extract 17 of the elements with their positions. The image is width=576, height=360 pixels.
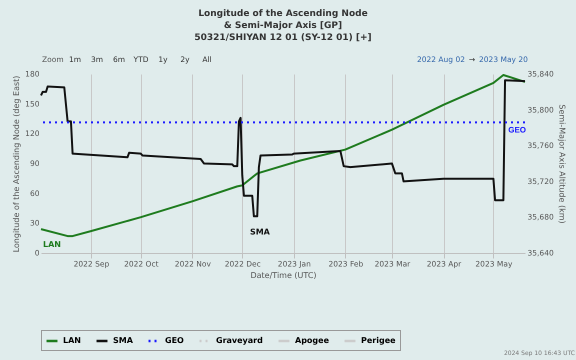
line-series bbox=[40, 79, 526, 218]
legend-label: GEO bbox=[165, 336, 184, 345]
y2-axis-title: Semi-Major Axis Altitude (km) bbox=[558, 104, 567, 224]
legend-label: Perigee bbox=[361, 336, 396, 345]
y-axis-title: Longitude of the Ascending Node (deg East) bbox=[12, 76, 22, 252]
x-axis-title: Date/Time (UTC) bbox=[250, 271, 317, 280]
text: LAN bbox=[43, 240, 61, 250]
text: & Semi-Major Axis [GP] bbox=[224, 21, 342, 31]
legend-label: SMA bbox=[113, 336, 134, 345]
text: SMA bbox=[250, 227, 270, 236]
legend-label: Apogee bbox=[295, 336, 330, 345]
text: Longitude of the Ascending Node bbox=[198, 9, 368, 19]
text: GEO bbox=[508, 125, 526, 134]
text: 50321/SHIYAN 12 01 (SY-12 01) [+] bbox=[194, 33, 372, 43]
legend-label: Graveyard bbox=[216, 336, 264, 345]
line-series bbox=[40, 74, 526, 238]
legend-label: LAN bbox=[63, 336, 81, 345]
